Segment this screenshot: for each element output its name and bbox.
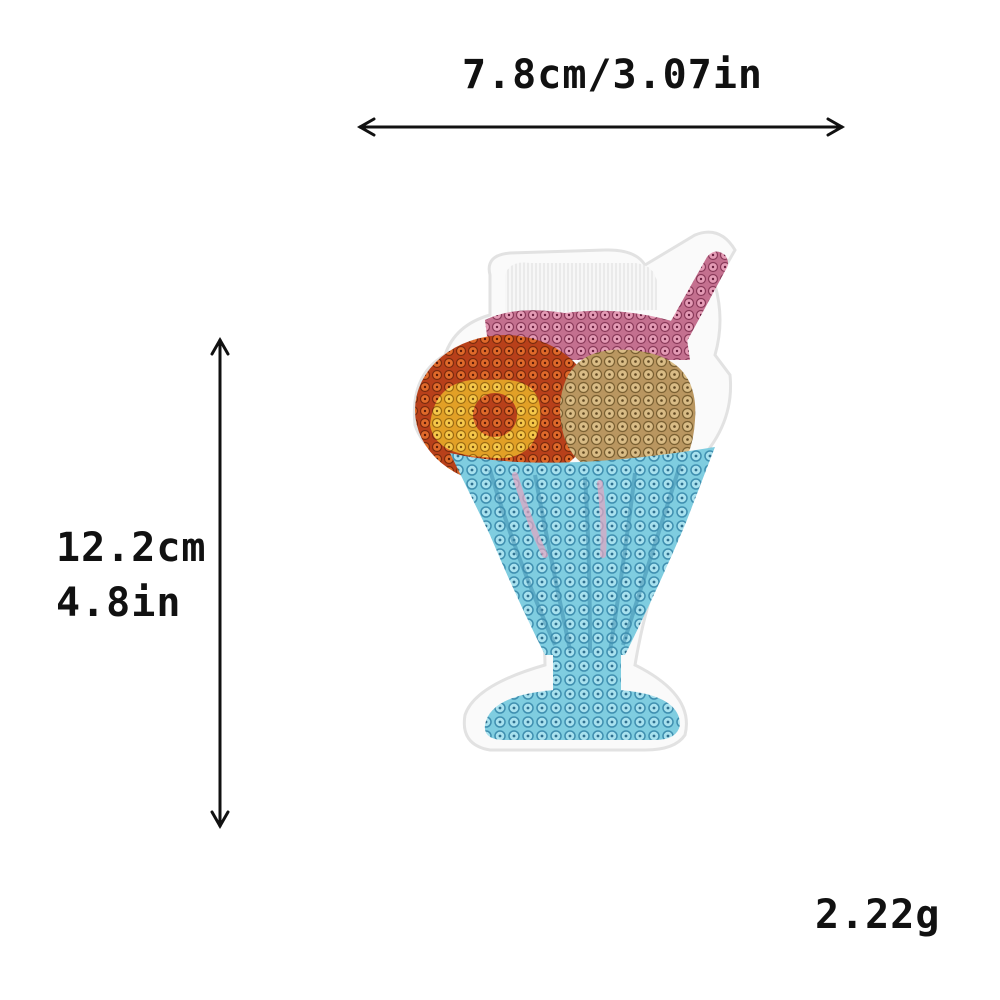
height-cm-label: 12.2cm bbox=[56, 525, 207, 571]
width-label: 7.8cm/3.07in bbox=[462, 52, 763, 98]
height-arrow bbox=[210, 336, 230, 830]
sequin-ice-cream-sundae-patch-icon bbox=[412, 230, 737, 752]
straw bbox=[663, 251, 728, 345]
glass-stem bbox=[553, 653, 621, 693]
width-arrow bbox=[356, 117, 846, 137]
sundae-glass bbox=[450, 447, 715, 655]
weight-label: 2.22g bbox=[815, 892, 941, 938]
height-in-label: 4.8in bbox=[56, 580, 182, 626]
whipped-cream bbox=[505, 262, 657, 313]
glass-foot bbox=[484, 690, 680, 740]
